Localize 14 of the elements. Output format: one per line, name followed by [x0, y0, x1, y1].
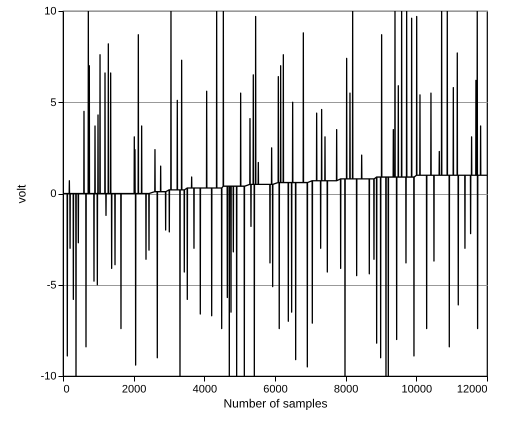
y-tick-label: -5 [46, 279, 56, 292]
x-tick-label: 2000 [122, 384, 146, 396]
y-tick-label: -10 [40, 370, 56, 382]
x-tick-label: 12000 [456, 384, 488, 396]
x-tick-label: 10000 [402, 384, 432, 396]
x-tick-label: 6000 [263, 384, 288, 396]
y-axis-title: volt [14, 184, 29, 204]
y-tick-label: 10 [44, 6, 56, 18]
x-tick-label: 4000 [192, 384, 218, 396]
x-tick-label: 8000 [334, 384, 358, 396]
y-tick-label: 5 [50, 96, 56, 109]
y-tick-label: 0 [50, 188, 56, 200]
x-tick-label: 0 [64, 384, 70, 396]
x-axis-title: Number of samples [223, 396, 328, 410]
